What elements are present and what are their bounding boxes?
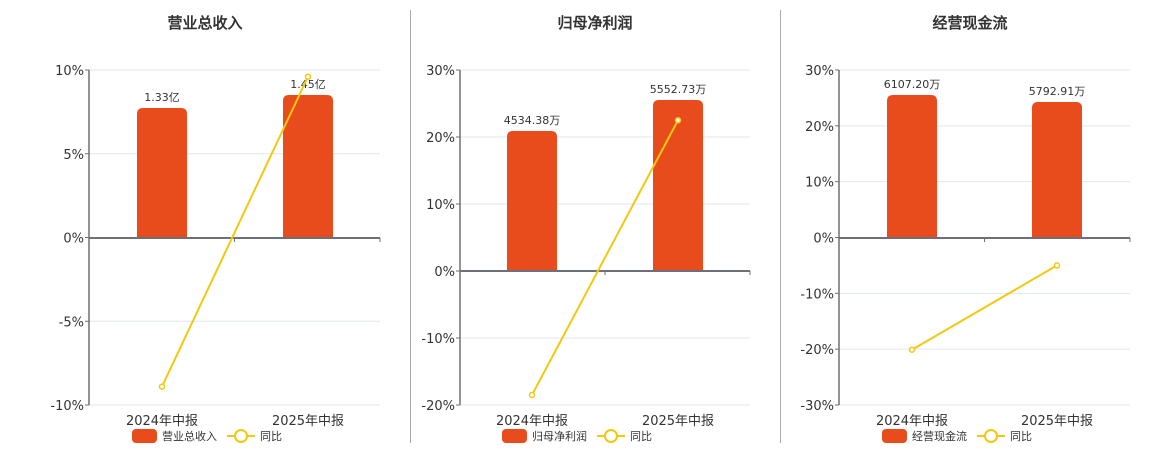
y-tick-label: 20% — [805, 120, 834, 135]
y-tick-label: 30% — [805, 64, 834, 79]
chart-title: 归母净利润 — [557, 14, 633, 32]
legend-bar-swatch[interactable] — [502, 429, 527, 443]
y-tick-label: -30% — [800, 399, 834, 414]
y-tick-label: 0% — [434, 265, 455, 280]
chart-panel-operating-cashflow: 经营现金流 经营现金流 同比 — [780, 0, 1160, 450]
chart-legend: 归母净利润 同比 — [502, 428, 652, 444]
bar-value-label: 4534.38万 — [504, 114, 561, 127]
y-tick-label: 10% — [805, 176, 834, 191]
y-tick-label: 5% — [63, 148, 84, 163]
panel-divider — [780, 10, 781, 443]
x-category-label: 2024年中报 — [126, 414, 198, 429]
y-tick-label: 10% — [55, 64, 84, 79]
bar-营业总收入[interactable] — [137, 108, 187, 238]
chart-title: 经营现金流 — [932, 14, 1008, 32]
y-tick-label: -10% — [800, 287, 834, 302]
legend-bar-swatch[interactable] — [132, 429, 157, 443]
bar-value-label: 1.45亿 — [290, 78, 326, 91]
y-tick-label: 30% — [426, 64, 455, 79]
y-tick-label: 0% — [63, 232, 84, 247]
chart-panel-net-profit: 归母净利润 归母净利润 同比 — [410, 0, 780, 450]
y-tick-label: -10% — [421, 332, 455, 347]
yoy-point[interactable] — [304, 73, 312, 80]
legend-line-marker-icon[interactable] — [597, 429, 625, 443]
x-category-label: 2025年中报 — [272, 414, 344, 429]
x-category-label: 2024年中报 — [876, 414, 948, 429]
bar-营业总收入[interactable] — [283, 95, 333, 238]
y-tick-label: 20% — [426, 131, 455, 146]
bar-归母净利润[interactable] — [653, 100, 703, 271]
bar-value-label: 5792.91万 — [1029, 85, 1086, 98]
y-tick-label: -5% — [59, 315, 84, 330]
legend-line-label[interactable]: 同比 — [260, 430, 282, 443]
chart-panel-revenue: 营业总收入 营业总收入 同比 — [0, 0, 410, 450]
bar-value-label: 6107.20万 — [884, 78, 941, 91]
chart-title: 营业总收入 — [167, 14, 243, 32]
legend-bar-swatch[interactable] — [882, 429, 907, 443]
yoy-line — [911, 264, 1058, 351]
legend-bar-label[interactable]: 经营现金流 — [912, 430, 967, 443]
bar-value-label: 1.33亿 — [144, 91, 180, 104]
yoy-point[interactable] — [908, 346, 916, 353]
y-tick-label: -10% — [50, 399, 84, 414]
y-tick-label: 10% — [426, 198, 455, 213]
y-tick-label: -20% — [421, 399, 455, 414]
x-category-label: 2025年中报 — [1021, 414, 1093, 429]
y-tick-label: 0% — [813, 232, 834, 247]
panel-divider — [410, 10, 411, 443]
bar-经营现金流[interactable] — [887, 95, 937, 238]
x-category-label: 2025年中报 — [642, 414, 714, 429]
y-tick-label: -20% — [800, 343, 834, 358]
legend-line-label[interactable]: 同比 — [1010, 430, 1032, 443]
yoy-point[interactable] — [1053, 262, 1061, 269]
legend-line-label[interactable]: 同比 — [630, 430, 652, 443]
yoy-line — [161, 76, 309, 388]
yoy-point[interactable] — [158, 383, 166, 390]
chart-legend: 营业总收入 同比 — [132, 428, 282, 444]
bar-经营现金流[interactable] — [1032, 102, 1082, 238]
yoy-point[interactable] — [528, 391, 536, 399]
chart-legend: 经营现金流 同比 — [882, 428, 1032, 444]
legend-bar-label[interactable]: 营业总收入 — [162, 430, 217, 443]
legend-bar-label[interactable]: 归母净利润 — [532, 430, 587, 443]
bar-value-label: 5552.73万 — [650, 83, 707, 96]
legend-line-marker-icon[interactable] — [227, 429, 255, 443]
yoy-point[interactable] — [674, 117, 682, 124]
x-category-label: 2024年中报 — [496, 414, 568, 429]
yoy-line — [531, 119, 679, 396]
bar-归母净利润[interactable] — [507, 131, 557, 271]
legend-line-marker-icon[interactable] — [977, 429, 1005, 443]
